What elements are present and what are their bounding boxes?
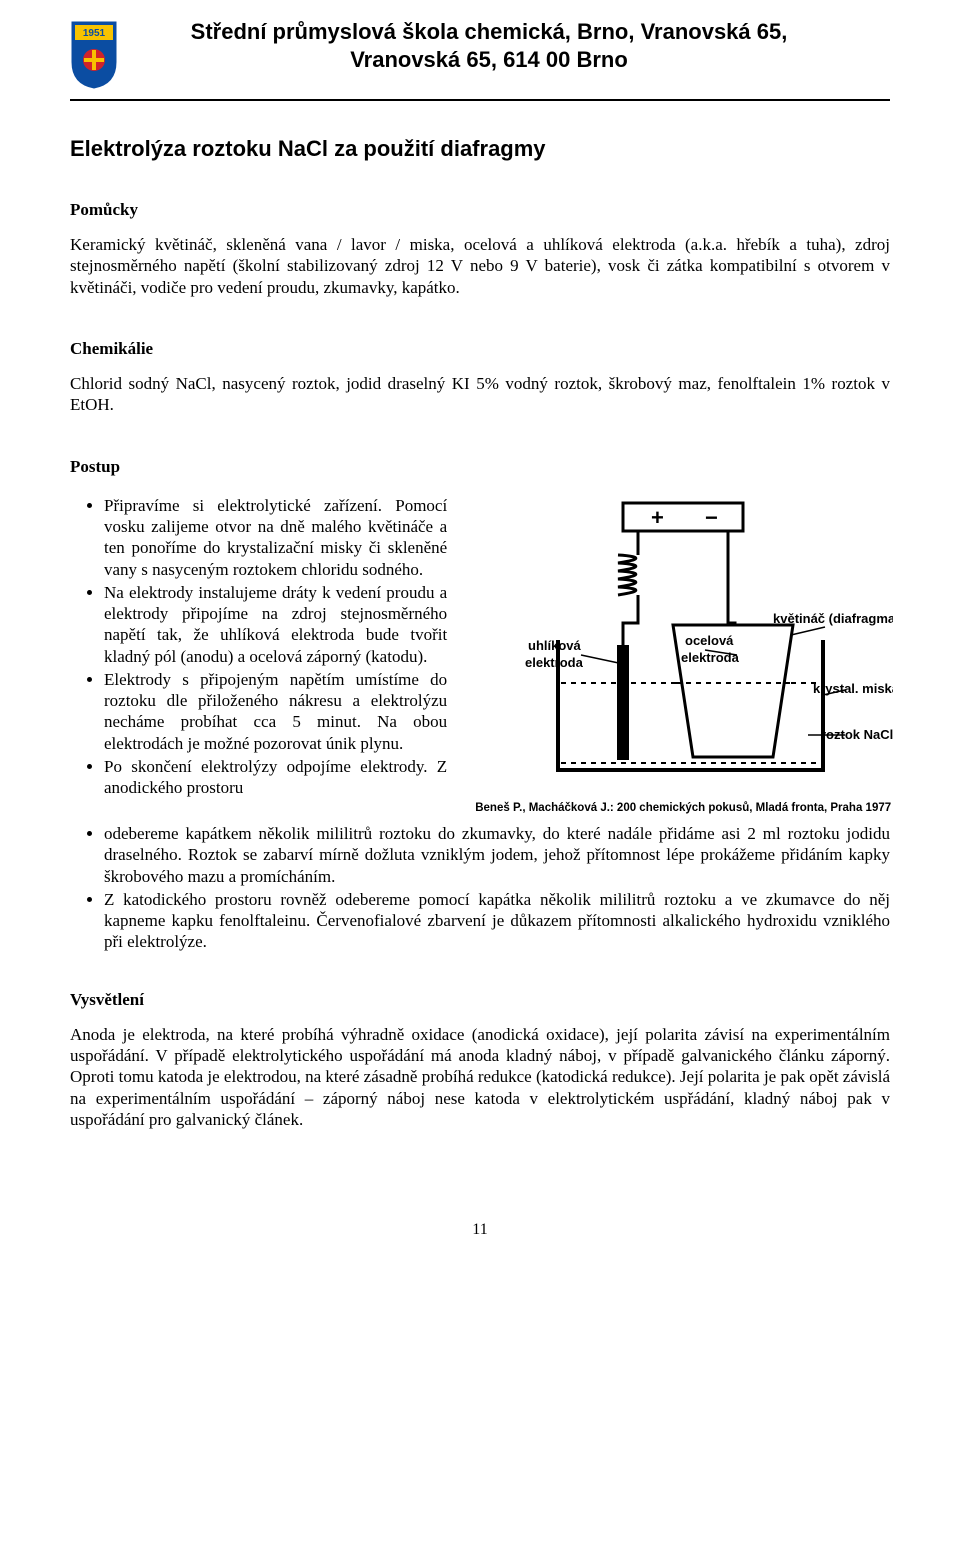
list-item: Elektrody s připojeným napětím umístíme …: [104, 669, 447, 754]
postup-bullets-left: Připravíme si elektrolytické zařízení. P…: [70, 495, 447, 799]
postup-bullets-wide: odebereme kapátkem několik mililitrů roz…: [70, 823, 890, 953]
school-logo: 1951: [70, 18, 130, 95]
list-item: Na elektrody instalujeme dráty k vedení …: [104, 582, 447, 667]
svg-text:květináč (diafragma): květináč (diafragma): [773, 611, 893, 626]
section-head-pomucky: Pomůcky: [70, 199, 890, 220]
list-item: odebereme kapátkem několik mililitrů roz…: [104, 823, 890, 887]
postup-figure-column: + − uh: [473, 495, 893, 815]
figure-caption: Beneš P., Macháčková J.: 200 chemických …: [475, 801, 891, 815]
svg-text:roztok NaCl: roztok NaCl: [821, 727, 893, 742]
shield-icon: 1951: [70, 20, 118, 90]
chemikalie-text: Chlorid sodný NaCl, nasycený roztok, jod…: [70, 373, 890, 416]
svg-text:krystal. miska: krystal. miska: [813, 681, 893, 696]
svg-text:−: −: [705, 505, 718, 530]
list-item: Připravíme si elektrolytické zařízení. P…: [104, 495, 447, 580]
pomucky-text: Keramický květináč, skleněná vana / lavo…: [70, 234, 890, 298]
section-head-vysvetleni: Vysvětlení: [70, 989, 890, 1010]
page-number: 11: [70, 1220, 890, 1240]
svg-text:ocelová: ocelová: [685, 633, 734, 648]
school-name-line2: Vranovská 65, 614 00 Brno: [138, 46, 840, 74]
section-head-chemikalie: Chemikálie: [70, 338, 890, 359]
electrolysis-diagram: + − uh: [473, 495, 893, 795]
list-item: Z katodického prostoru rovněž odebereme …: [104, 889, 890, 953]
document-title: Elektrolýza roztoku NaCl za použití diaf…: [70, 135, 890, 163]
svg-text:elektroda: elektroda: [681, 650, 740, 665]
section-head-postup: Postup: [70, 456, 890, 477]
list-item: Po skončení elektrolýzy odpojíme elektro…: [104, 756, 447, 799]
svg-text:uhlíková: uhlíková: [528, 638, 582, 653]
svg-text:1951: 1951: [83, 28, 106, 39]
vysvetleni-text: Anoda je elektroda, na které probíhá výh…: [70, 1024, 890, 1130]
svg-text:+: +: [651, 505, 664, 530]
svg-text:elektroda: elektroda: [525, 655, 584, 670]
postup-left-column: Připravíme si elektrolytické zařízení. P…: [70, 495, 447, 815]
postup-two-column: Připravíme si elektrolytické zařízení. P…: [70, 495, 890, 815]
header-title: Střední průmyslová škola chemická, Brno,…: [138, 18, 890, 73]
page-header: 1951 Střední průmyslová škola chemická, …: [70, 18, 890, 101]
school-name-line1: Střední průmyslová škola chemická, Brno,…: [138, 18, 840, 46]
